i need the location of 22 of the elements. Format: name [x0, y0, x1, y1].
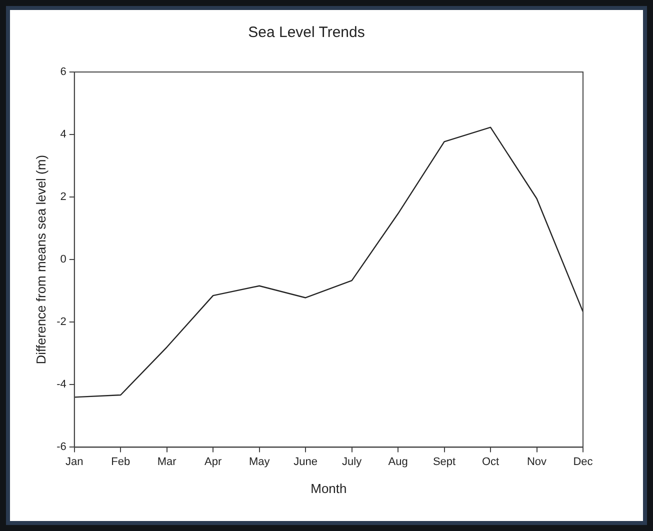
- x-tick-label: Oct: [482, 456, 500, 468]
- y-tick-label: -4: [56, 378, 66, 391]
- y-tick-label: 2: [60, 191, 66, 204]
- x-tick-label: Nov: [526, 456, 548, 468]
- x-axis-title: Month: [310, 480, 347, 496]
- x-tick-label: June: [294, 456, 318, 468]
- y-tick-label: -6: [56, 441, 66, 454]
- y-tick-label: 0: [60, 254, 66, 266]
- y-tick-label: -2: [56, 316, 66, 328]
- x-tick-label: Jan: [66, 456, 84, 468]
- y-axis-title: Difference from means sea level (m): [33, 154, 48, 364]
- y-tick-label: 4: [60, 128, 66, 141]
- x-tick-label: May: [248, 456, 270, 468]
- x-tick-label: Apr: [204, 456, 222, 468]
- x-tick-label: Dec: [573, 456, 594, 468]
- chart-title: Sea Level Trends: [248, 24, 365, 42]
- x-tick-label: Aug: [388, 456, 408, 468]
- x-tick-label: Feb: [111, 456, 130, 468]
- y-tick-label: 6: [60, 66, 66, 78]
- x-tick-label: Mar: [157, 456, 177, 468]
- x-tick-label: July: [342, 456, 362, 468]
- x-tick-label: Sept: [432, 456, 456, 468]
